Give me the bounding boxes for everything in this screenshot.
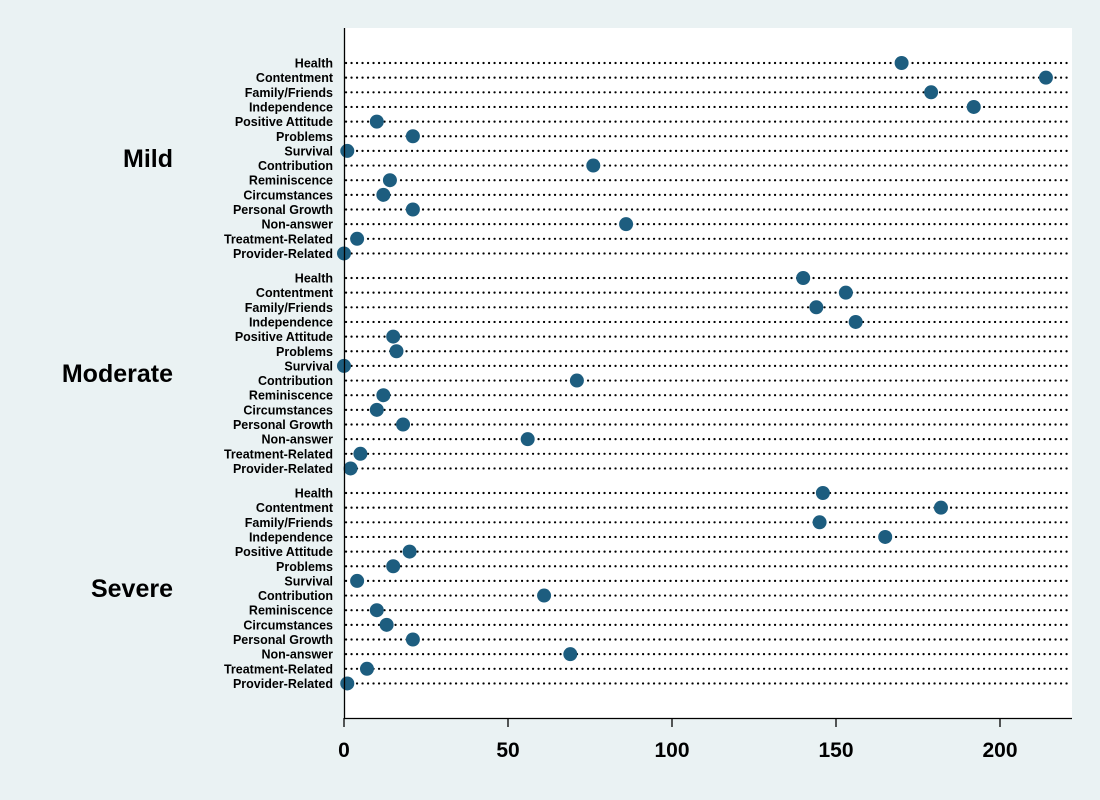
- data-point-mild-non-answer: [619, 217, 634, 232]
- data-point-mild-personal-growth: [405, 202, 420, 217]
- category-label-severe-family-friends: Family/Friends: [245, 516, 333, 530]
- data-point-severe-reminiscence: [369, 603, 384, 618]
- data-point-mild-circumstances: [376, 187, 391, 202]
- category-label-moderate-personal-growth: Personal Growth: [233, 418, 333, 432]
- data-point-moderate-positive-attitude: [386, 329, 401, 344]
- data-point-severe-problems: [386, 559, 401, 574]
- category-label-mild-non-answer: Non-answer: [261, 218, 333, 232]
- category-label-moderate-contribution: Contribution: [258, 374, 333, 388]
- category-label-moderate-provider-related: Provider-Related: [233, 462, 333, 476]
- data-point-mild-health: [894, 56, 909, 70]
- data-point-mild-treatment-related: [350, 231, 365, 246]
- category-label-mild-family-friends: Family/Friends: [245, 86, 333, 100]
- data-point-severe-independence: [878, 529, 893, 544]
- category-label-moderate-contentment: Contentment: [256, 286, 334, 300]
- category-label-moderate-survival: Survival: [284, 359, 333, 373]
- category-label-moderate-circumstances: Circumstances: [243, 403, 333, 417]
- plot-area: [344, 28, 1072, 718]
- data-point-moderate-provider-related: [343, 461, 358, 476]
- category-label-severe-survival: Survival: [284, 574, 333, 588]
- data-point-moderate-problems: [389, 344, 404, 359]
- category-label-severe-contentment: Contentment: [256, 501, 334, 515]
- data-point-severe-positive-attitude: [402, 544, 417, 559]
- data-point-severe-family-friends: [812, 515, 827, 530]
- data-point-mild-problems: [405, 129, 420, 144]
- data-points: [337, 56, 1053, 691]
- category-label-severe-positive-attitude: Positive Attitude: [235, 545, 333, 559]
- data-point-severe-survival: [350, 573, 365, 588]
- data-point-mild-independence: [966, 99, 981, 114]
- group-label-severe: Severe: [91, 575, 173, 603]
- category-label-severe-personal-growth: Personal Growth: [233, 633, 333, 647]
- category-label-severe-non-answer: Non-answer: [261, 648, 333, 662]
- category-label-mild-problems: Problems: [276, 130, 333, 144]
- data-point-mild-contribution: [586, 158, 601, 173]
- data-point-severe-contribution: [537, 588, 552, 603]
- data-point-mild-contentment: [1038, 70, 1053, 85]
- x-tick-label-150: 150: [818, 739, 853, 762]
- category-label-severe-health: Health: [295, 487, 333, 501]
- x-tick-label-200: 200: [982, 739, 1017, 762]
- category-label-mild-survival: Survival: [284, 144, 333, 158]
- category-label-mild-circumstances: Circumstances: [243, 188, 333, 202]
- data-point-severe-health: [815, 486, 830, 500]
- x-axis-ticks: 0 50 100 150 200: [338, 718, 1018, 762]
- category-label-moderate-non-answer: Non-answer: [261, 433, 333, 447]
- x-tick-label-0: 0: [338, 739, 350, 762]
- x-tick-label-100: 100: [654, 739, 689, 762]
- category-label-severe-independence: Independence: [249, 530, 333, 544]
- category-label-mild-reminiscence: Reminiscence: [249, 174, 333, 188]
- category-label-moderate-problems: Problems: [276, 345, 333, 359]
- category-label-mild-positive-attitude: Positive Attitude: [235, 115, 333, 129]
- category-label-mild-treatment-related: Treatment-Related: [224, 232, 333, 246]
- category-label-severe-contribution: Contribution: [258, 589, 333, 603]
- group-label-mild: Mild: [123, 145, 173, 173]
- x-tick-label-50: 50: [496, 739, 519, 762]
- data-point-severe-treatment-related: [359, 661, 374, 676]
- data-point-moderate-contentment: [838, 285, 853, 300]
- data-point-moderate-reminiscence: [376, 388, 391, 403]
- data-point-severe-circumstances: [379, 617, 394, 632]
- data-point-severe-provider-related: [340, 676, 355, 691]
- data-point-mild-family-friends: [924, 85, 939, 100]
- category-label-mild-contentment: Contentment: [256, 71, 334, 85]
- category-label-moderate-independence: Independence: [249, 315, 333, 329]
- group-label-moderate: Moderate: [62, 360, 173, 388]
- category-label-mild-personal-growth: Personal Growth: [233, 203, 333, 217]
- category-label-severe-treatment-related: Treatment-Related: [224, 662, 333, 676]
- data-point-mild-reminiscence: [382, 173, 397, 188]
- category-label-severe-circumstances: Circumstances: [243, 618, 333, 632]
- category-label-moderate-reminiscence: Reminiscence: [249, 389, 333, 403]
- data-point-moderate-circumstances: [369, 402, 384, 417]
- data-point-moderate-independence: [848, 314, 863, 329]
- data-point-moderate-personal-growth: [396, 417, 411, 432]
- category-label-moderate-family-friends: Family/Friends: [245, 301, 333, 315]
- data-point-moderate-non-answer: [520, 432, 535, 447]
- data-point-mild-positive-attitude: [369, 114, 384, 129]
- category-label-mild-health: Health: [295, 57, 333, 71]
- data-point-moderate-contribution: [569, 373, 584, 388]
- data-point-mild-survival: [340, 143, 355, 158]
- dotted-guides: [344, 61, 1070, 685]
- category-label-mild-provider-related: Provider-Related: [233, 247, 333, 261]
- data-point-moderate-health: [796, 271, 811, 285]
- category-labels: HealthContentmentFamily/FriendsIndepende…: [224, 57, 334, 691]
- data-point-severe-personal-growth: [405, 632, 420, 647]
- category-label-moderate-health: Health: [295, 272, 333, 286]
- category-label-severe-problems: Problems: [276, 560, 333, 574]
- category-label-mild-independence: Independence: [249, 100, 333, 114]
- data-point-moderate-family-friends: [809, 300, 824, 315]
- category-label-moderate-positive-attitude: Positive Attitude: [235, 330, 333, 344]
- data-point-severe-non-answer: [563, 647, 578, 662]
- category-label-moderate-treatment-related: Treatment-Related: [224, 447, 333, 461]
- category-label-mild-contribution: Contribution: [258, 159, 333, 173]
- data-point-severe-contentment: [933, 500, 948, 515]
- data-point-moderate-treatment-related: [353, 446, 368, 461]
- group-labels: Mild Moderate Severe: [62, 145, 173, 603]
- category-label-severe-reminiscence: Reminiscence: [249, 604, 333, 618]
- category-label-severe-provider-related: Provider-Related: [233, 677, 333, 691]
